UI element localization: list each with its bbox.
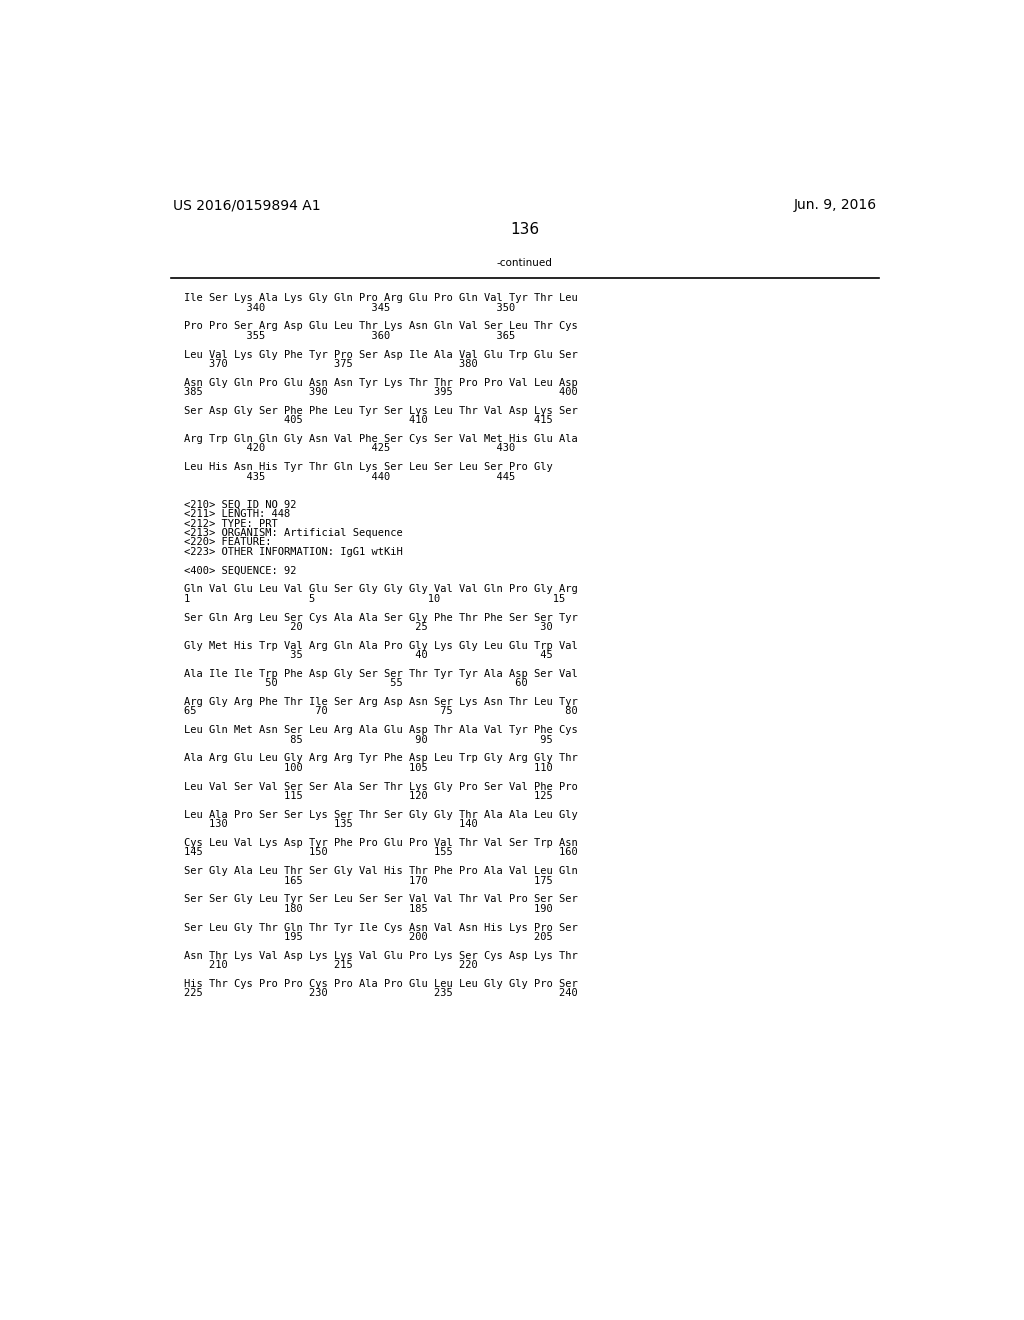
Text: 35                  40                  45: 35 40 45 bbox=[183, 651, 553, 660]
Text: Ala Ile Ile Trp Phe Asp Gly Ser Ser Thr Tyr Tyr Ala Asp Ser Val: Ala Ile Ile Trp Phe Asp Gly Ser Ser Thr … bbox=[183, 669, 578, 678]
Text: Asn Thr Lys Val Asp Lys Lys Val Glu Pro Lys Ser Cys Asp Lys Thr: Asn Thr Lys Val Asp Lys Lys Val Glu Pro … bbox=[183, 950, 578, 961]
Text: 435                 440                 445: 435 440 445 bbox=[183, 471, 515, 482]
Text: Ser Ser Gly Leu Tyr Ser Leu Ser Ser Val Val Thr Val Pro Ser Ser: Ser Ser Gly Leu Tyr Ser Leu Ser Ser Val … bbox=[183, 895, 578, 904]
Text: Leu Gln Met Asn Ser Leu Arg Ala Glu Asp Thr Ala Val Tyr Phe Cys: Leu Gln Met Asn Ser Leu Arg Ala Glu Asp … bbox=[183, 725, 578, 735]
Text: 100                 105                 110: 100 105 110 bbox=[183, 763, 553, 772]
Text: 20                  25                  30: 20 25 30 bbox=[183, 622, 553, 632]
Text: -continued: -continued bbox=[497, 259, 553, 268]
Text: Pro Pro Ser Arg Asp Glu Leu Thr Lys Asn Gln Val Ser Leu Thr Cys: Pro Pro Ser Arg Asp Glu Leu Thr Lys Asn … bbox=[183, 321, 578, 331]
Text: 85                  90                  95: 85 90 95 bbox=[183, 735, 553, 744]
Text: 420                 425                 430: 420 425 430 bbox=[183, 444, 515, 454]
Text: Leu Ala Pro Ser Ser Lys Ser Thr Ser Gly Gly Thr Ala Ala Leu Gly: Leu Ala Pro Ser Ser Lys Ser Thr Ser Gly … bbox=[183, 810, 578, 820]
Text: US 2016/0159894 A1: US 2016/0159894 A1 bbox=[173, 198, 321, 213]
Text: Ser Leu Gly Thr Gln Thr Tyr Ile Cys Asn Val Asn His Lys Pro Ser: Ser Leu Gly Thr Gln Thr Tyr Ile Cys Asn … bbox=[183, 923, 578, 932]
Text: Asn Gly Gln Pro Glu Asn Asn Tyr Lys Thr Thr Pro Pro Val Leu Asp: Asn Gly Gln Pro Glu Asn Asn Tyr Lys Thr … bbox=[183, 378, 578, 388]
Text: Jun. 9, 2016: Jun. 9, 2016 bbox=[794, 198, 877, 213]
Text: 180                 185                 190: 180 185 190 bbox=[183, 904, 553, 913]
Text: 195                 200                 205: 195 200 205 bbox=[183, 932, 553, 942]
Text: 355                 360                 365: 355 360 365 bbox=[183, 331, 515, 341]
Text: <213> ORGANISM: Artificial Sequence: <213> ORGANISM: Artificial Sequence bbox=[183, 528, 402, 539]
Text: Leu His Asn His Tyr Thr Gln Lys Ser Leu Ser Leu Ser Pro Gly: Leu His Asn His Tyr Thr Gln Lys Ser Leu … bbox=[183, 462, 553, 473]
Text: 210                 215                 220: 210 215 220 bbox=[183, 960, 477, 970]
Text: 145                 150                 155                 160: 145 150 155 160 bbox=[183, 847, 578, 858]
Text: Ala Arg Glu Leu Gly Arg Arg Tyr Phe Asp Leu Trp Gly Arg Gly Thr: Ala Arg Glu Leu Gly Arg Arg Tyr Phe Asp … bbox=[183, 754, 578, 763]
Text: <223> OTHER INFORMATION: IgG1 wtKiH: <223> OTHER INFORMATION: IgG1 wtKiH bbox=[183, 546, 402, 557]
Text: 225                 230                 235                 240: 225 230 235 240 bbox=[183, 989, 578, 998]
Text: Arg Gly Arg Phe Thr Ile Ser Arg Asp Asn Ser Lys Asn Thr Leu Tyr: Arg Gly Arg Phe Thr Ile Ser Arg Asp Asn … bbox=[183, 697, 578, 708]
Text: 385                 390                 395                 400: 385 390 395 400 bbox=[183, 387, 578, 397]
Text: Leu Val Ser Val Ser Ser Ala Ser Thr Lys Gly Pro Ser Val Phe Pro: Leu Val Ser Val Ser Ser Ala Ser Thr Lys … bbox=[183, 781, 578, 792]
Text: 165                 170                 175: 165 170 175 bbox=[183, 875, 553, 886]
Text: 136: 136 bbox=[510, 222, 540, 236]
Text: 340                 345                 350: 340 345 350 bbox=[183, 302, 515, 313]
Text: 370                 375                 380: 370 375 380 bbox=[183, 359, 477, 368]
Text: <400> SEQUENCE: 92: <400> SEQUENCE: 92 bbox=[183, 565, 296, 576]
Text: Ser Asp Gly Ser Phe Phe Leu Tyr Ser Lys Leu Thr Val Asp Lys Ser: Ser Asp Gly Ser Phe Phe Leu Tyr Ser Lys … bbox=[183, 405, 578, 416]
Text: Leu Val Lys Gly Phe Tyr Pro Ser Asp Ile Ala Val Glu Trp Glu Ser: Leu Val Lys Gly Phe Tyr Pro Ser Asp Ile … bbox=[183, 350, 578, 359]
Text: His Thr Cys Pro Pro Cys Pro Ala Pro Glu Leu Leu Gly Gly Pro Ser: His Thr Cys Pro Pro Cys Pro Ala Pro Glu … bbox=[183, 979, 578, 989]
Text: Cys Leu Val Lys Asp Tyr Phe Pro Glu Pro Val Thr Val Ser Trp Asn: Cys Leu Val Lys Asp Tyr Phe Pro Glu Pro … bbox=[183, 838, 578, 847]
Text: 65                   70                  75                  80: 65 70 75 80 bbox=[183, 706, 578, 717]
Text: <212> TYPE: PRT: <212> TYPE: PRT bbox=[183, 519, 278, 528]
Text: Ser Gln Arg Leu Ser Cys Ala Ala Ser Gly Phe Thr Phe Ser Ser Tyr: Ser Gln Arg Leu Ser Cys Ala Ala Ser Gly … bbox=[183, 612, 578, 623]
Text: 130                 135                 140: 130 135 140 bbox=[183, 820, 477, 829]
Text: Gln Val Glu Leu Val Glu Ser Gly Gly Gly Val Val Gln Pro Gly Arg: Gln Val Glu Leu Val Glu Ser Gly Gly Gly … bbox=[183, 585, 578, 594]
Text: Ile Ser Lys Ala Lys Gly Gln Pro Arg Glu Pro Gln Val Tyr Thr Leu: Ile Ser Lys Ala Lys Gly Gln Pro Arg Glu … bbox=[183, 293, 578, 304]
Text: Gly Met His Trp Val Arg Gln Ala Pro Gly Lys Gly Leu Glu Trp Val: Gly Met His Trp Val Arg Gln Ala Pro Gly … bbox=[183, 640, 578, 651]
Text: <211> LENGTH: 448: <211> LENGTH: 448 bbox=[183, 510, 290, 519]
Text: <220> FEATURE:: <220> FEATURE: bbox=[183, 537, 271, 548]
Text: Arg Trp Gln Gln Gly Asn Val Phe Ser Cys Ser Val Met His Glu Ala: Arg Trp Gln Gln Gly Asn Val Phe Ser Cys … bbox=[183, 434, 578, 444]
Text: 50                  55                  60: 50 55 60 bbox=[183, 678, 527, 688]
Text: <210> SEQ ID NO 92: <210> SEQ ID NO 92 bbox=[183, 500, 296, 510]
Text: 405                 410                 415: 405 410 415 bbox=[183, 416, 553, 425]
Text: 1                   5                  10                  15: 1 5 10 15 bbox=[183, 594, 565, 603]
Text: 115                 120                 125: 115 120 125 bbox=[183, 791, 553, 801]
Text: Ser Gly Ala Leu Thr Ser Gly Val His Thr Phe Pro Ala Val Leu Gln: Ser Gly Ala Leu Thr Ser Gly Val His Thr … bbox=[183, 866, 578, 876]
